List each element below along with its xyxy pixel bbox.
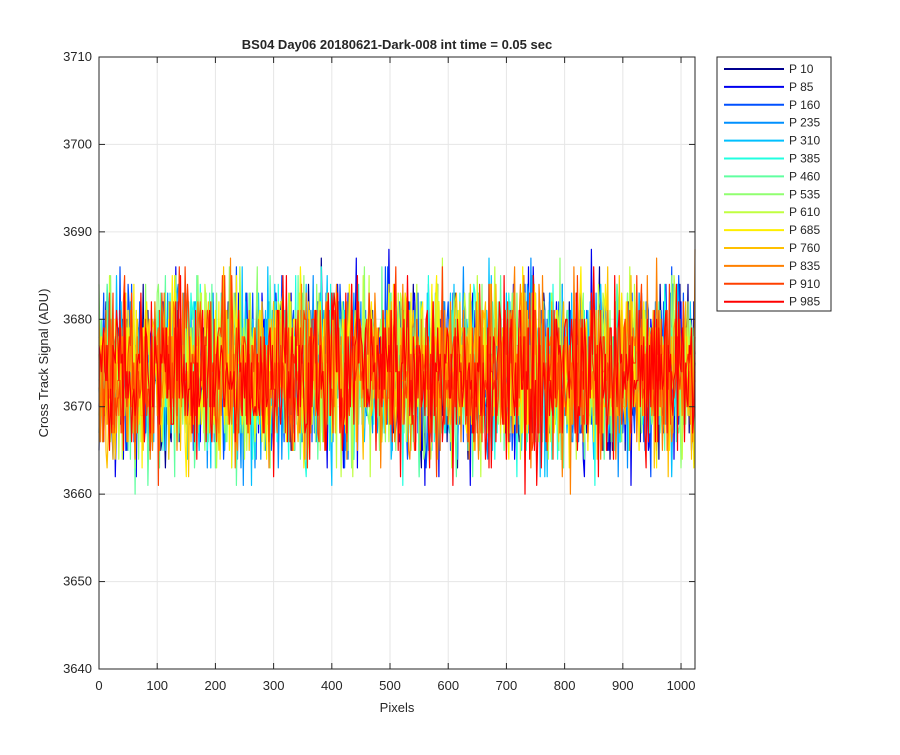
y-tick-label: 3710 bbox=[63, 49, 92, 64]
legend-item: P 985 bbox=[724, 295, 820, 309]
legend-label: P 460 bbox=[789, 169, 820, 183]
legend-label: P 10 bbox=[789, 62, 814, 76]
legend-label: P 610 bbox=[789, 205, 820, 219]
x-tick-label: 400 bbox=[321, 678, 343, 693]
legend-item: P 685 bbox=[724, 223, 820, 237]
x-tick-label: 0 bbox=[95, 678, 102, 693]
x-tick-label: 500 bbox=[379, 678, 401, 693]
series-line bbox=[98, 266, 696, 495]
legend-items: P 10 P 85 P 160 P 235 P 310 P 385 P 460 P 535 P … bbox=[724, 62, 820, 309]
legend-label: P 685 bbox=[789, 223, 820, 237]
legend-item: P 610 bbox=[724, 205, 820, 219]
legend-item: P 160 bbox=[724, 98, 820, 112]
y-tick-label: 3640 bbox=[63, 661, 92, 676]
y-tick-label: 3680 bbox=[63, 311, 92, 326]
y-tick-label: 3660 bbox=[63, 486, 92, 501]
legend-item: P 85 bbox=[724, 80, 814, 94]
chart-title: BS04 Day06 20180621-Dark-008 int time = … bbox=[242, 37, 552, 52]
legend-label: P 385 bbox=[789, 152, 820, 166]
legend-item: P 535 bbox=[724, 187, 820, 201]
legend-box bbox=[716, 56, 832, 312]
legend-item: P 235 bbox=[724, 116, 820, 130]
x-tick-label: 700 bbox=[496, 678, 518, 693]
tick-marks bbox=[98, 56, 695, 670]
legend-label: P 760 bbox=[789, 241, 820, 255]
legend-item: P 460 bbox=[724, 169, 820, 183]
x-tick-label: 1000 bbox=[667, 678, 696, 693]
legend-item: P 910 bbox=[724, 277, 820, 291]
y-axis-label: Cross Track Signal (ADU) bbox=[36, 289, 51, 438]
legend-label: P 910 bbox=[789, 277, 820, 291]
series-lines bbox=[98, 248, 696, 495]
x-tick-label: 900 bbox=[612, 678, 634, 693]
legend-label: P 535 bbox=[789, 187, 820, 201]
x-tick-label: 600 bbox=[437, 678, 459, 693]
x-tick-label: 800 bbox=[554, 678, 576, 693]
x-tick-label: 300 bbox=[263, 678, 285, 693]
legend-item: P 835 bbox=[724, 259, 820, 273]
y-tick-label: 3700 bbox=[63, 136, 92, 151]
legend: P 10 P 85 P 160 P 235 P 310 P 385 P 460 P 535 P … bbox=[716, 56, 832, 312]
x-axis-label: Pixels bbox=[380, 700, 415, 715]
legend-label: P 835 bbox=[789, 259, 820, 273]
legend-label: P 985 bbox=[789, 295, 820, 309]
y-tick-label: 3650 bbox=[63, 574, 92, 589]
legend-label: P 85 bbox=[789, 80, 814, 94]
y-tick-label: 3670 bbox=[63, 399, 92, 414]
legend-label: P 310 bbox=[789, 134, 820, 148]
x-tick-label: 100 bbox=[146, 678, 168, 693]
legend-item: P 310 bbox=[724, 134, 820, 148]
legend-item: P 385 bbox=[724, 152, 820, 166]
tick-labels: 0 100 200 300 400 500 600 700 800 900 1000 3640 3650… bbox=[63, 49, 695, 693]
legend-label: P 235 bbox=[789, 116, 820, 130]
y-tick-label: 3690 bbox=[63, 224, 92, 239]
legend-item: P 10 bbox=[724, 62, 814, 76]
legend-label: P 160 bbox=[789, 98, 820, 112]
x-tick-label: 200 bbox=[205, 678, 227, 693]
legend-item: P 760 bbox=[724, 241, 820, 255]
plot-frame bbox=[98, 56, 696, 670]
